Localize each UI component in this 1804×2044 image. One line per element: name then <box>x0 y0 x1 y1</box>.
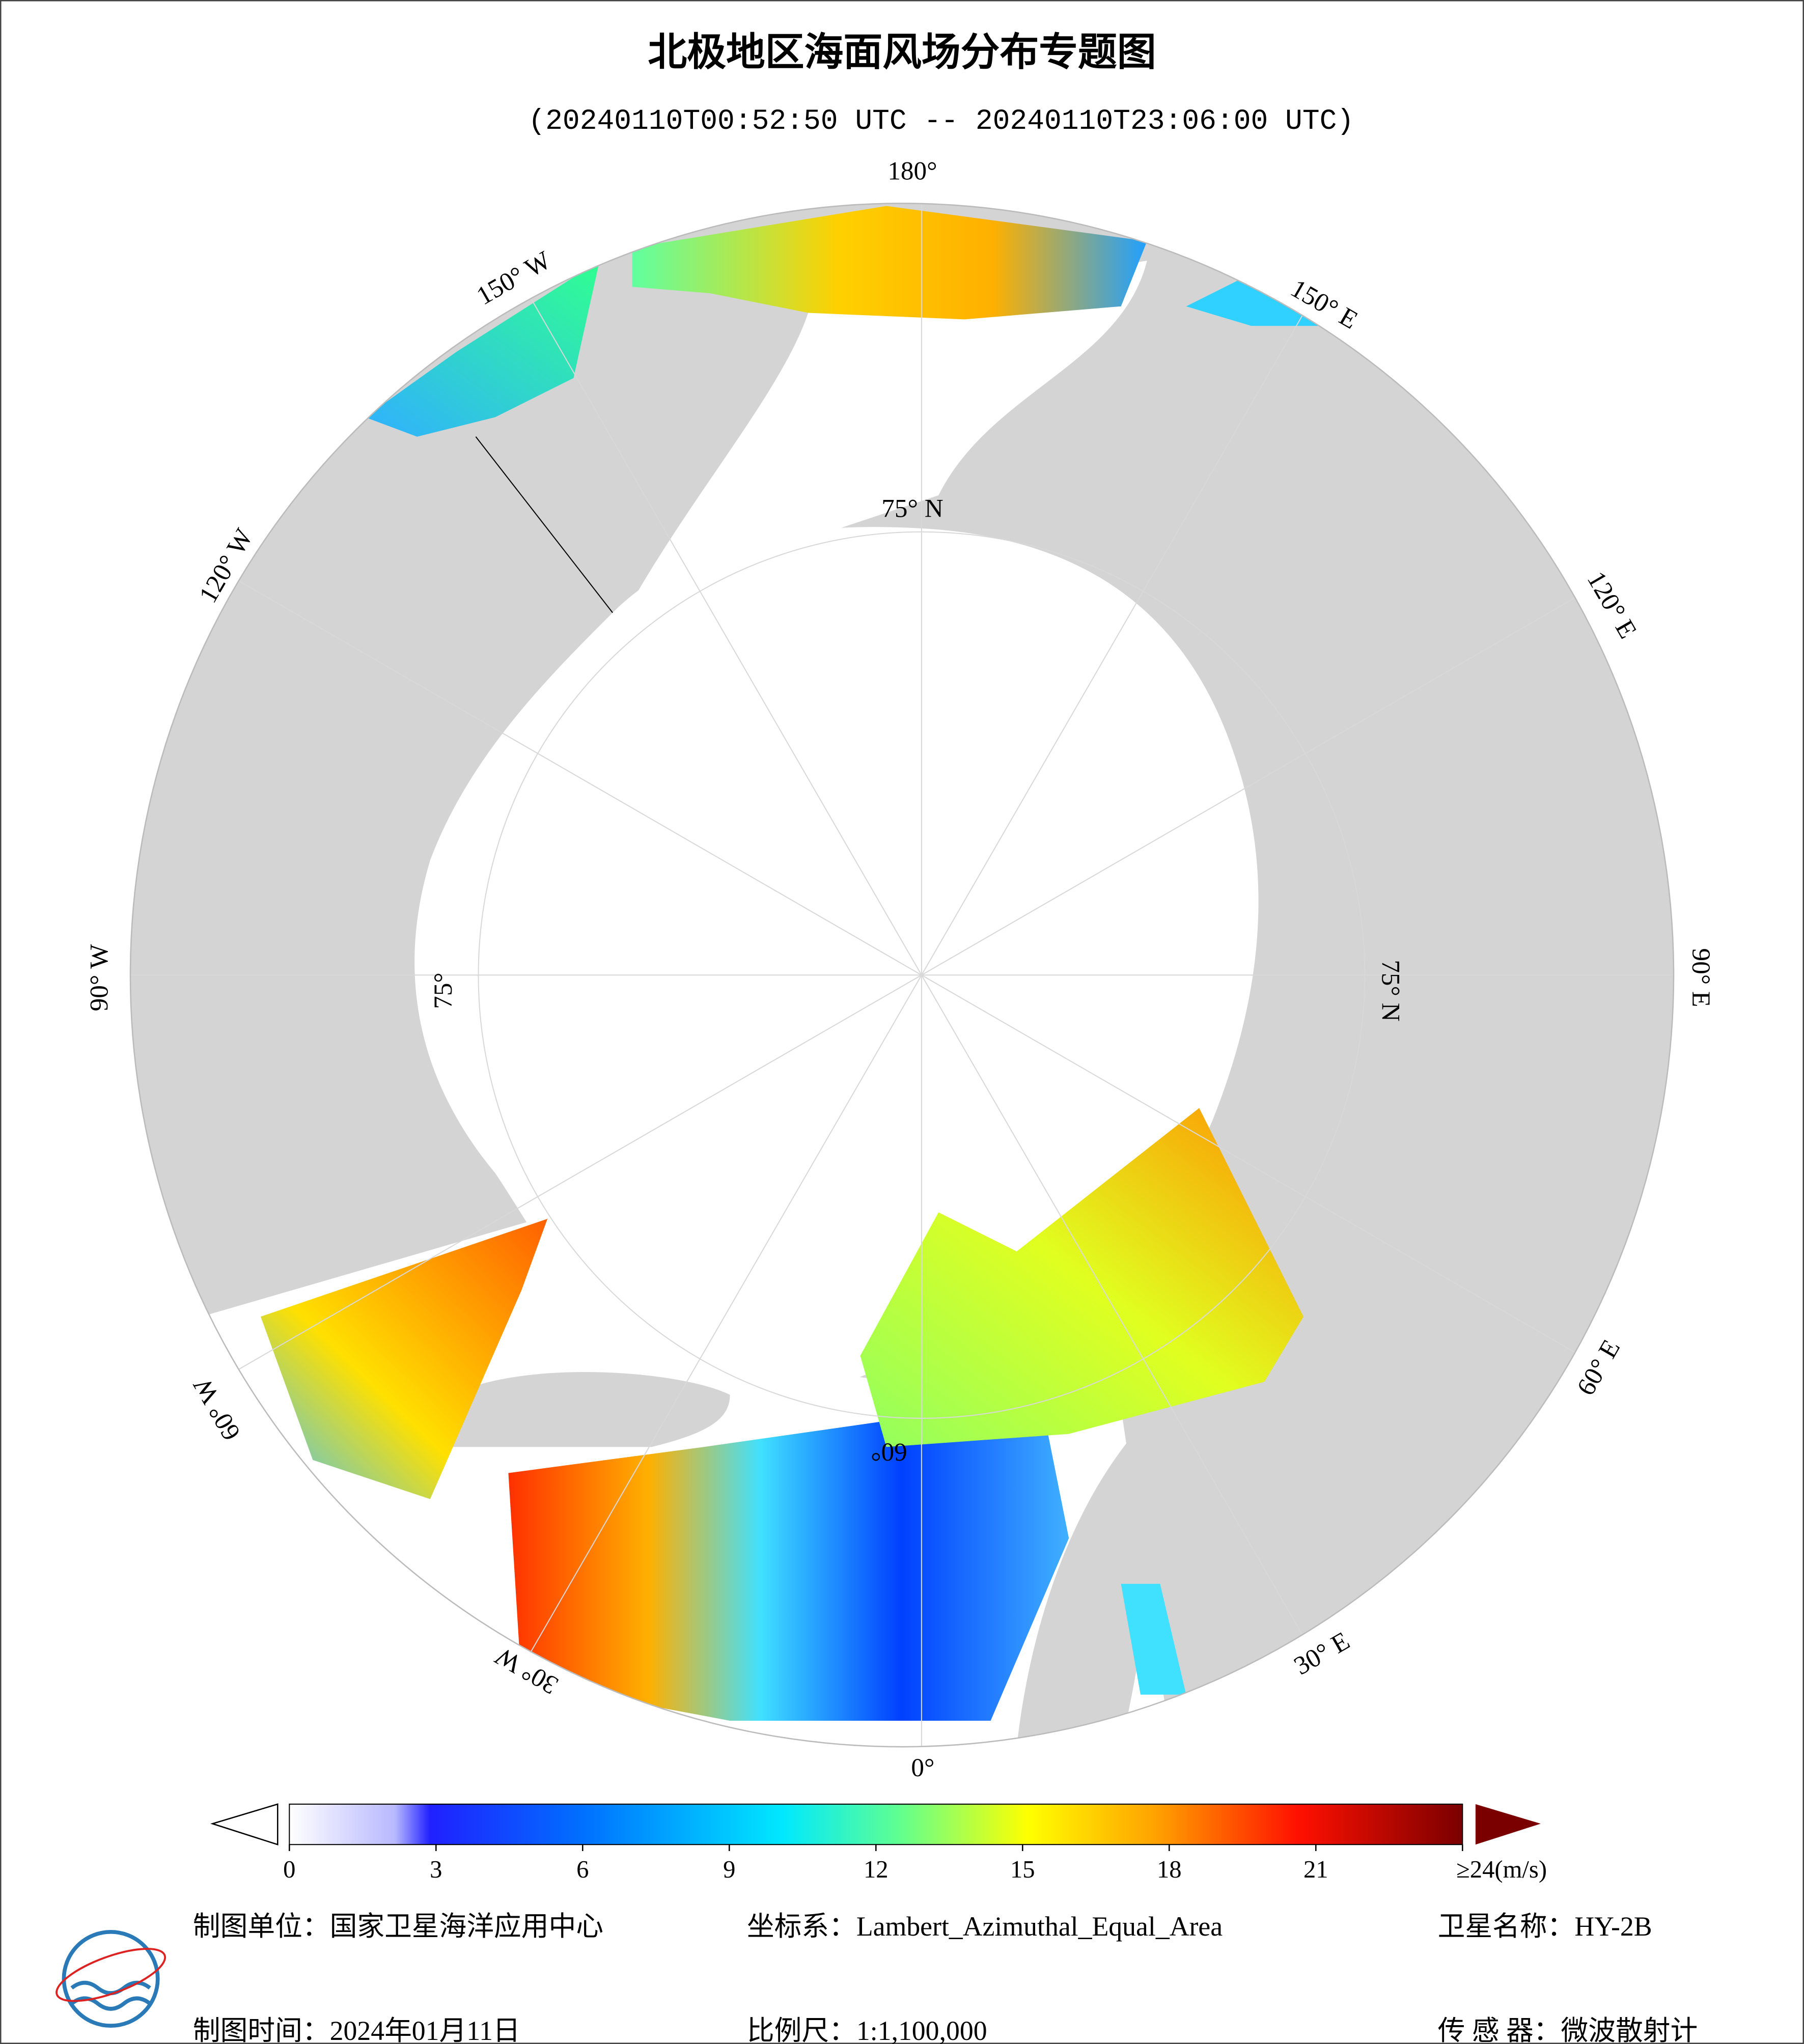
logo <box>55 1929 166 2028</box>
map-edge <box>129 203 1675 1748</box>
footer-unit: 制图单位：国家卫星海洋应用中心 <box>193 1911 603 1942</box>
colorbar-tick-label: 21 <box>1303 1856 1328 1883</box>
colorbar-tick-label: 0 <box>283 1856 295 1883</box>
meridian <box>221 974 922 1380</box>
latitude-label: 75° N <box>881 494 943 523</box>
latitude-label: 75° N <box>1376 960 1405 1021</box>
arctic-ocean <box>414 527 1259 1408</box>
colorbar <box>289 1803 1463 1845</box>
longitude-label: 0° <box>911 1753 934 1782</box>
meridian <box>921 274 1326 975</box>
meridian <box>517 974 922 1675</box>
wind-barents <box>860 1108 1303 1447</box>
wind-okhotsk <box>1186 273 1323 326</box>
colorbar-tick-label: 15 <box>1010 1856 1035 1883</box>
longitude-label: 180° <box>887 156 937 185</box>
meridian <box>517 274 922 975</box>
meridian <box>921 570 1622 976</box>
wind-bering <box>365 261 600 437</box>
chukchi-sea <box>625 261 1147 613</box>
colorbar-tick-label: 3 <box>430 1856 442 1883</box>
meridian <box>921 974 1326 1675</box>
latitude-label: 60° <box>871 1438 907 1467</box>
footer-satellite: 卫星名称：HY-2B <box>1438 1911 1652 1942</box>
colorbar-tick-label: 9 <box>723 1856 735 1883</box>
colorbar-tick-label: 12 <box>864 1856 889 1883</box>
meridians <box>130 203 1674 1747</box>
meridian <box>921 974 1622 1380</box>
colorbar-ticks: 0 3 6 9 12 15 18 21 ≥24(m/s) <box>283 1844 1547 1883</box>
colorbar-low-arrow <box>210 1803 279 1845</box>
colorbar-tick-label: ≥24(m/s) <box>1456 1856 1547 1883</box>
latitude-label: 75° <box>429 972 458 1009</box>
wind-pacific <box>632 206 1147 320</box>
subtitle: (20240110T00:52:50 UTC -- 20240110T23:06… <box>528 105 1354 137</box>
wind-baltic <box>1121 1584 1186 1695</box>
wind-labrador <box>260 1219 548 1499</box>
map-body <box>130 203 1674 1747</box>
longitude-label: 90° E <box>1686 948 1715 1007</box>
wind-atlantic <box>508 1408 1069 1721</box>
colorbar-tick-label: 6 <box>576 1856 589 1883</box>
scandinavia <box>1016 1434 1154 1747</box>
meridian <box>221 570 922 976</box>
longitude-label: 90° W <box>85 944 114 1012</box>
footer-date: 制图时间：2024年01月11日 <box>193 2015 520 2044</box>
footer-crs: 坐标系：Lambert_Azimuthal_Equal_Area <box>747 1911 1223 1942</box>
title: 北极地区海面风场分布专题图 <box>648 30 1156 75</box>
colorbar-high-arrow <box>1475 1804 1541 1845</box>
footer-sensor: 传 感 器：微波散射计 <box>1438 2015 1698 2044</box>
leader-line <box>475 436 613 613</box>
latitude-labels: 75° N 75° N 75° 60° <box>429 494 1405 1466</box>
colorbar-tick-label: 18 <box>1157 1856 1182 1883</box>
footer-scale: 比例尺：1:1,100,000 <box>747 2015 987 2044</box>
greenland-south <box>430 1372 730 1447</box>
